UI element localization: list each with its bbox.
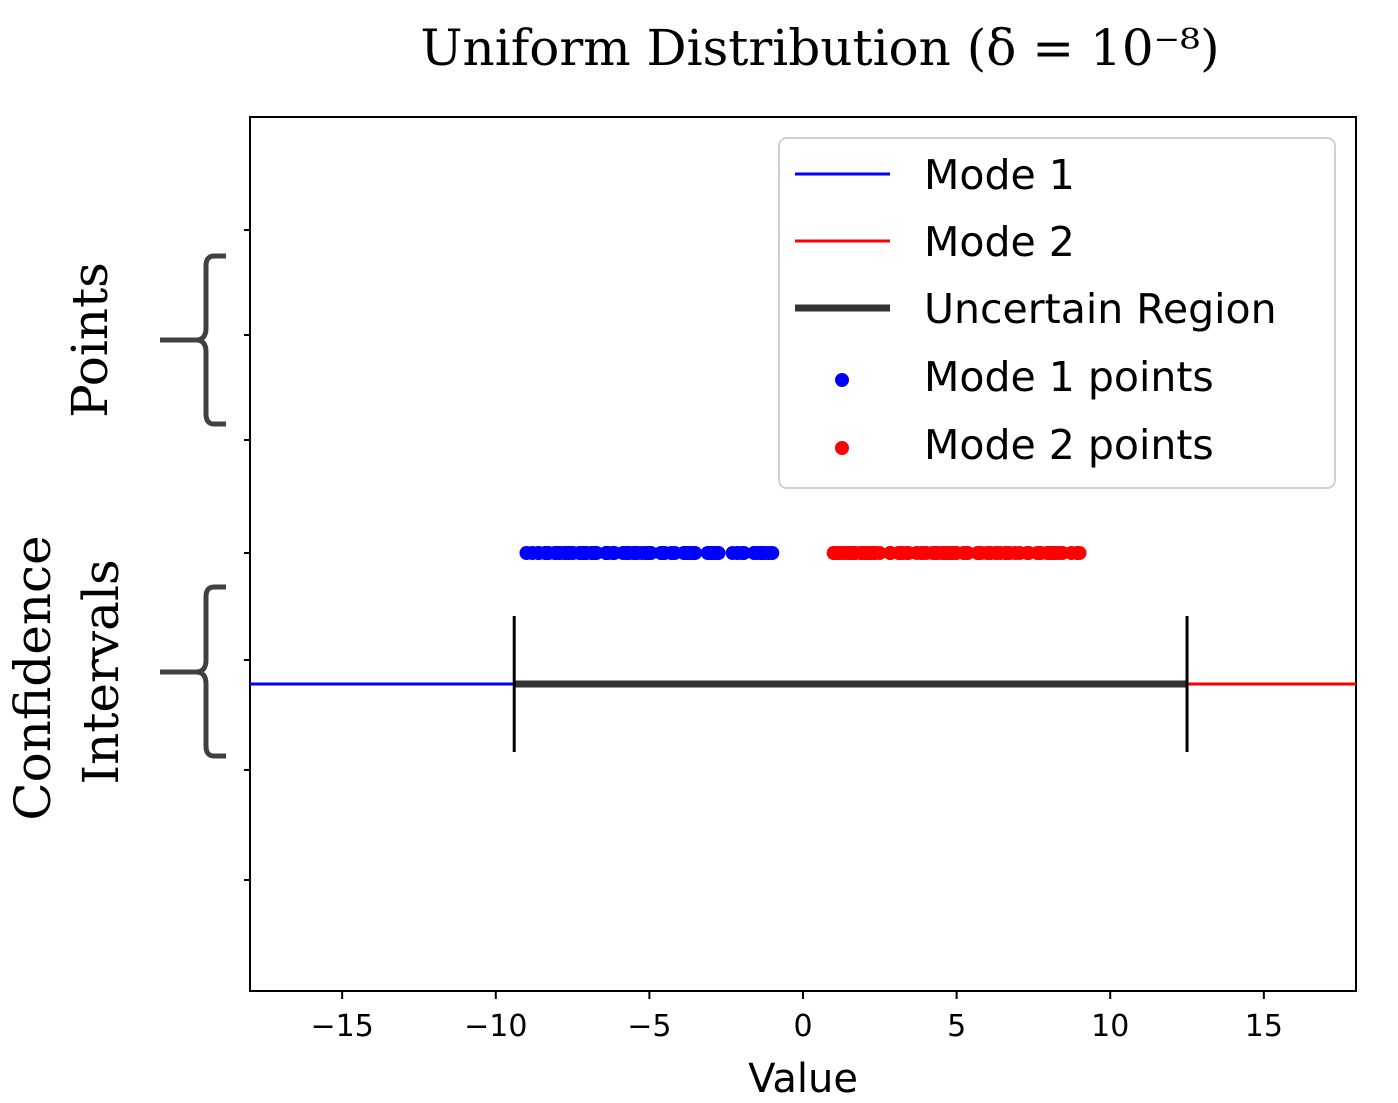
point-mode-1-points (541, 546, 556, 560)
points-group-label: Points (61, 262, 119, 418)
point-mode-2-points (856, 546, 871, 560)
point-mode-1-points (754, 546, 769, 560)
point-mode-2-points (1020, 546, 1035, 560)
confidence-group-label-line2: Intervals (72, 559, 130, 784)
x-tick-label: −15 (311, 1009, 374, 1044)
x-tick-label: 5 (947, 1009, 966, 1044)
point-mode-1-points (765, 546, 780, 560)
legend-swatch-mode-1-points (835, 373, 849, 387)
legend-label-mode-2: Mode 2 (924, 218, 1075, 266)
point-mode-2-points (982, 546, 997, 560)
legend-label-mode-1: Mode 1 (924, 151, 1075, 199)
point-mode-2-points (949, 546, 964, 560)
legend: Mode 1 Mode 2 Uncertain Region Mode 1 point… (778, 137, 1336, 489)
x-tick-label: 0 (793, 1009, 812, 1044)
point-mode-1-points (572, 546, 587, 560)
x-tick-label: 10 (1091, 1009, 1129, 1044)
legend-label-uncertain-region: Uncertain Region (924, 285, 1277, 333)
point-mode-1-points (627, 546, 642, 560)
point-mode-2-points (939, 546, 954, 560)
points-brace (160, 253, 226, 427)
x-tick-label: −10 (464, 1009, 527, 1044)
legend-swatch-mode-2-points (835, 441, 849, 455)
point-mode-2-points (826, 546, 841, 560)
point-mode-1-points (676, 546, 691, 560)
point-mode-1-points (519, 546, 534, 560)
legend-label-mode-2-points: Mode 2 points (924, 421, 1214, 469)
point-mode-2-points (1030, 546, 1045, 560)
point-mode-1-points (641, 546, 656, 560)
point-mode-2-points (872, 546, 887, 560)
x-axis-label: Value (748, 1056, 858, 1102)
legend-label-mode-1-points: Mode 1 points (924, 353, 1214, 401)
point-mode-1-points (551, 546, 566, 560)
confidence-brace (160, 584, 226, 759)
interval-lines (250, 616, 1356, 752)
point-mode-1-points (700, 546, 715, 560)
point-mode-2-points (928, 546, 943, 560)
point-mode-1-points (730, 546, 745, 560)
y-ticks (244, 229, 250, 881)
point-mode-1-points (585, 546, 600, 560)
x-tick-label: −5 (627, 1009, 671, 1044)
x-axis-ticks: −15 −10 −5 0 5 10 15 (311, 991, 1283, 1044)
chart-title: Uniform Distribution (δ = 10⁻⁸) (420, 19, 1219, 77)
point-mode-2-points (1072, 546, 1087, 560)
confidence-group-label-line1: Confidence (4, 535, 62, 820)
point-mode-2-points (1051, 546, 1066, 560)
legend-box (778, 137, 1336, 489)
point-mode-1-points (655, 546, 670, 560)
point-mode-2-points (960, 546, 975, 560)
point-mode-1-points (616, 546, 631, 560)
point-mode-2-points (999, 546, 1014, 560)
x-tick-label: 15 (1245, 1009, 1283, 1044)
point-mode-1-points (688, 546, 703, 560)
point-mode-2-points (901, 546, 916, 560)
point-markers (519, 546, 1087, 560)
